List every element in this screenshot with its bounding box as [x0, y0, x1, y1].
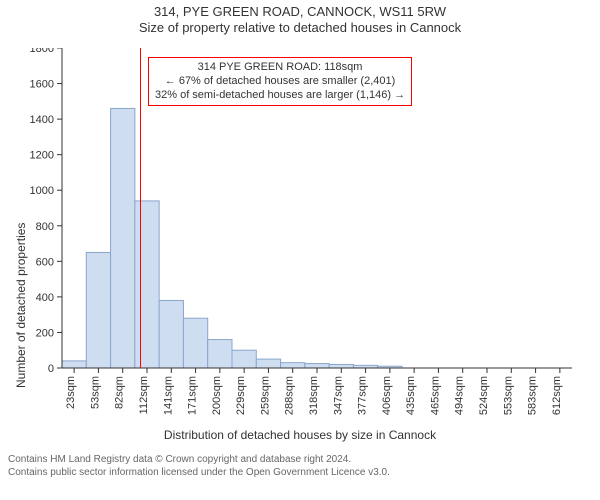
- histogram-bar: [159, 300, 183, 368]
- histogram-bar: [208, 340, 232, 368]
- x-tick-label: 259sqm: [259, 376, 271, 415]
- x-tick-label: 524sqm: [478, 376, 490, 415]
- svg-text:1800: 1800: [30, 48, 54, 55]
- x-tick-label: 612sqm: [551, 376, 563, 415]
- x-tick-label: 583sqm: [527, 376, 539, 415]
- x-tick-label: 82sqm: [114, 376, 126, 409]
- x-tick-label: 171sqm: [187, 376, 199, 415]
- histogram-bar: [329, 364, 353, 368]
- footer-line2: Contains public sector information licen…: [8, 467, 390, 480]
- attribution-footer: Contains HM Land Registry data © Crown c…: [8, 454, 390, 479]
- svg-text:1600: 1600: [30, 79, 54, 91]
- x-tick-label: 406sqm: [381, 376, 393, 415]
- histogram-bar: [256, 359, 280, 368]
- x-tick-label: 435sqm: [405, 376, 417, 415]
- histogram-bar: [281, 363, 305, 368]
- x-tick-label: 53sqm: [89, 376, 101, 409]
- histogram-bar: [135, 201, 159, 368]
- histogram-bar: [86, 252, 110, 368]
- x-tick-label: 112sqm: [138, 376, 150, 414]
- histogram-bar: [111, 108, 135, 368]
- x-tick-label: 23sqm: [65, 376, 77, 409]
- svg-text:200: 200: [36, 327, 54, 339]
- x-tick-label: 347sqm: [332, 376, 344, 415]
- chart-title-line2: Size of property relative to detached ho…: [0, 20, 600, 36]
- annotation-line2: ← 67% of detached houses are smaller (2,…: [155, 75, 405, 89]
- svg-text:800: 800: [36, 221, 54, 233]
- histogram-bar: [232, 350, 256, 368]
- x-axis-label: Distribution of detached houses by size …: [0, 428, 600, 442]
- svg-text:400: 400: [36, 292, 54, 304]
- x-tick-label: 229sqm: [235, 376, 247, 415]
- histogram-bar: [305, 364, 329, 368]
- x-tick-label: 377sqm: [357, 376, 369, 415]
- svg-text:1200: 1200: [30, 150, 54, 162]
- property-annotation-box: 314 PYE GREEN ROAD: 118sqm ← 67% of deta…: [148, 57, 412, 106]
- x-tick-label: 494sqm: [454, 376, 466, 415]
- histogram-bar: [62, 361, 86, 368]
- svg-text:0: 0: [48, 363, 54, 375]
- chart-title-line1: 314, PYE GREEN ROAD, CANNOCK, WS11 5RW: [0, 4, 600, 20]
- x-tick-label: 200sqm: [211, 376, 223, 415]
- x-tick-label: 141sqm: [162, 376, 174, 415]
- property-marker-line: [140, 48, 141, 368]
- svg-text:600: 600: [36, 256, 54, 268]
- histogram-bar: [183, 318, 207, 368]
- chart-container: Number of detached properties 0200400600…: [0, 48, 600, 430]
- footer-line1: Contains HM Land Registry data © Crown c…: [8, 454, 390, 467]
- x-tick-label: 465sqm: [429, 376, 441, 415]
- x-tick-label: 318sqm: [308, 376, 320, 415]
- x-tick-label: 553sqm: [502, 376, 514, 415]
- svg-text:1400: 1400: [30, 114, 54, 126]
- annotation-line3: 32% of semi-detached houses are larger (…: [155, 89, 405, 103]
- annotation-line1: 314 PYE GREEN ROAD: 118sqm: [155, 61, 405, 75]
- svg-text:1000: 1000: [30, 185, 54, 197]
- x-tick-label: 288sqm: [284, 376, 296, 415]
